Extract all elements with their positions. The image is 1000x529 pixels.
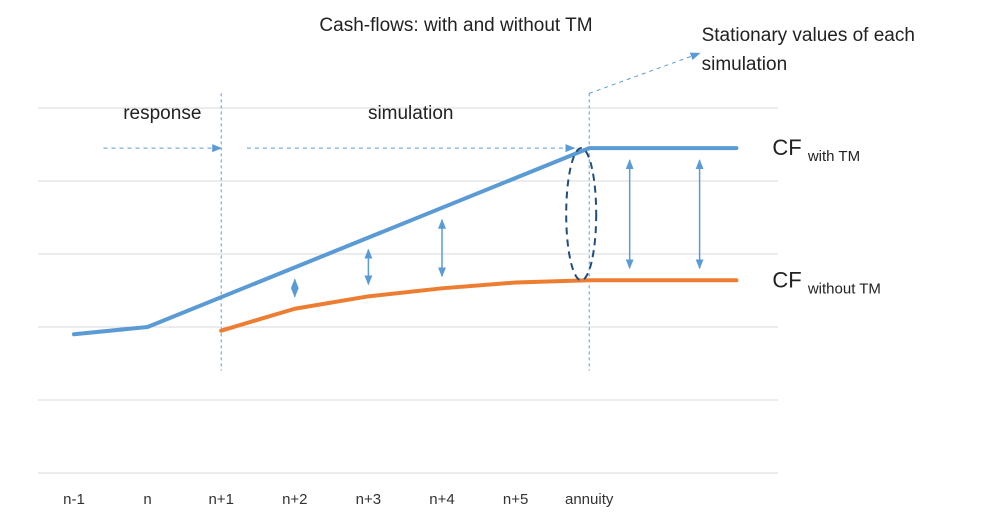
x-tick-label: n+5 [503, 491, 528, 508]
phase-label: response [123, 103, 201, 124]
x-tick-label: annuity [565, 491, 614, 508]
series-label: CF without TM [772, 267, 881, 297]
series-line [72, 146, 739, 337]
series-label-sub: without TM [807, 280, 881, 297]
stationary-ellipse [565, 147, 598, 282]
annotation-arrow [589, 52, 701, 94]
phase-arrows: response simulation [103, 103, 576, 153]
gap-arrows [290, 159, 704, 298]
series-label-main: CF [772, 267, 807, 292]
series-label: CF with TM [772, 135, 860, 165]
x-tick-label: n-1 [63, 491, 85, 508]
phase-label: simulation [368, 103, 454, 124]
x-tick-label: n+2 [282, 491, 307, 508]
phase-boundaries [220, 93, 590, 371]
annotation-text: Stationary values of each [702, 25, 915, 46]
gridlines [38, 107, 778, 474]
chart-title: Cash-flows: with and without TM [319, 15, 592, 36]
x-axis-ticks: n-1 n n+1 n+2 n+3 n+4 n+5 annuity [63, 491, 614, 508]
series-lines [72, 146, 739, 337]
series-label-main: CF [772, 135, 807, 160]
series-label-sub: with TM [807, 148, 860, 165]
stationary-annotation: Stationary values of each simulation [589, 25, 915, 94]
series-line [219, 278, 739, 333]
x-tick-label: n [143, 491, 151, 508]
annotation-text: simulation [702, 54, 788, 75]
x-tick-label: n+3 [356, 491, 381, 508]
stationary-ellipse-shape [565, 147, 598, 282]
x-tick-label: n+1 [208, 491, 233, 508]
x-tick-label: n+4 [429, 491, 454, 508]
